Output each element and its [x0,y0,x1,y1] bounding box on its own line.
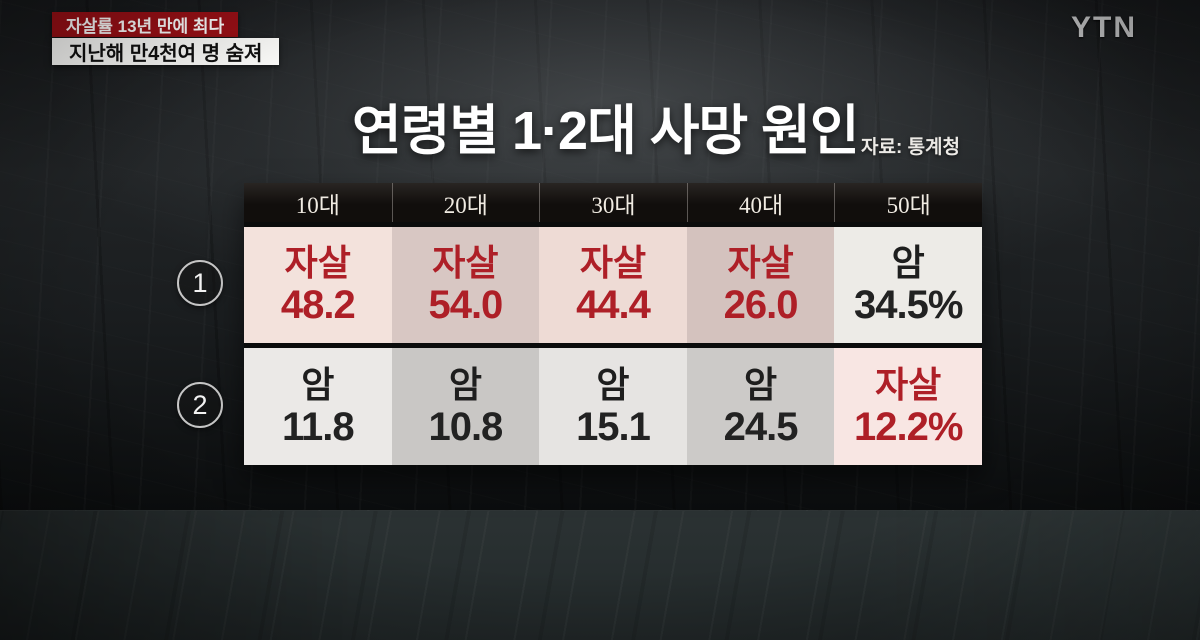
table-header-row: 10대 20대 30대 40대 50대 [244,183,982,222]
cause-value: 34.5% [853,283,963,327]
cell-rank1-40s: 자살 26.0 [686,227,835,343]
subheadline-banner: 지난해 만4천여 명 숨져 [52,38,280,65]
cell-rank2-20s: 암 10.8 [391,348,540,465]
rank-1-badge: 1 [177,260,223,306]
cause-label: 암 [596,363,630,405]
cell-rank1-10s: 자살 48.2 [244,227,392,343]
rank-1-number: 1 [192,267,208,298]
cause-label: 자살 [875,363,942,405]
cell-rank2-40s: 암 24.5 [686,348,835,465]
cause-label: 자살 [284,242,351,283]
cause-label: 암 [301,363,335,405]
cause-value: 26.0 [723,283,799,327]
cause-value: 10.8 [428,404,503,449]
cause-value: 48.2 [280,283,356,327]
cause-label: 자살 [579,242,647,283]
death-cause-table: 10대 20대 30대 40대 50대 자살 48.2 자살 54.0 자살 4… [244,183,982,465]
column-header-40s: 40대 [686,183,835,222]
cause-value: 15.1 [576,404,651,449]
cell-rank2-50s: 자살 12.2% [834,348,982,465]
rank-2-number: 2 [192,389,208,420]
page-title: 연령별 1·2대 사망 원인 [352,101,859,161]
cell-rank1-20s: 자살 54.0 [391,227,540,343]
cause-value: 44.4 [576,283,651,327]
cause-label: 자살 [727,242,794,283]
table-row-rank2: 암 11.8 암 10.8 암 15.1 암 24.5 자살 12.2% [244,348,982,465]
cause-label: 암 [891,242,925,283]
data-source-label: 자료: 통계청 [861,137,961,158]
column-header-50s: 50대 [834,183,982,222]
headline-banner: 자살률 13년 만에 최다 [52,12,239,37]
cell-rank1-30s: 자살 44.4 [539,227,687,343]
cause-value: 11.8 [281,404,355,449]
cause-value: 12.2% [853,404,963,449]
channel-logo: YTN [1071,11,1137,44]
table-row-rank1: 자살 48.2 자살 54.0 자살 44.4 자살 26.0 암 34.5% [244,227,982,343]
cell-rank2-30s: 암 15.1 [539,348,687,465]
headline-text: 자살률 13년 만에 최다 [66,17,225,36]
column-header-30s: 30대 [539,183,687,222]
subheadline-text: 지난해 만4천여 명 숨져 [69,43,263,65]
column-header-10s: 10대 [295,192,340,218]
cause-label: 자살 [432,242,499,283]
column-header-20s: 20대 [391,183,540,222]
cause-label: 암 [744,363,778,405]
studio-floor [0,510,1200,640]
cause-value: 54.0 [428,283,503,327]
cause-label: 암 [448,363,482,405]
cell-rank2-10s: 암 11.8 [244,348,392,465]
cell-rank1-50s: 암 34.5% [834,227,982,343]
cause-value: 24.5 [723,404,799,449]
rank-2-badge: 2 [177,382,223,428]
